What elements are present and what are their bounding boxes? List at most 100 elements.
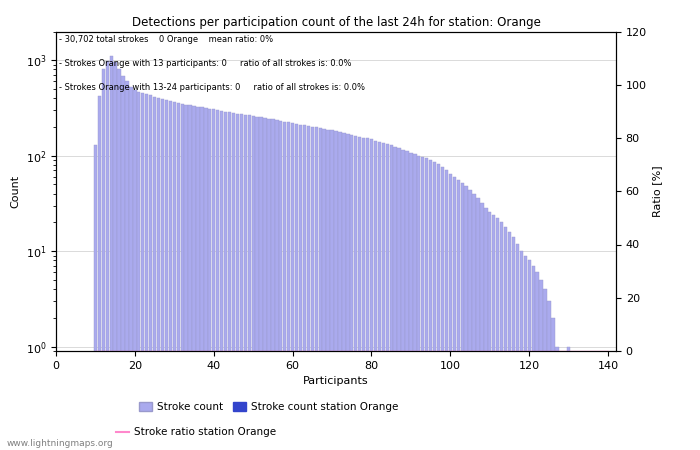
Bar: [519, 251, 523, 450]
Bar: [188, 105, 192, 450]
Bar: [354, 136, 358, 450]
Bar: [508, 232, 511, 450]
Bar: [216, 110, 219, 450]
Bar: [512, 237, 515, 450]
Bar: [239, 114, 243, 450]
Bar: [389, 145, 393, 450]
Bar: [429, 160, 433, 450]
Bar: [433, 162, 436, 450]
Bar: [326, 130, 330, 450]
Bar: [307, 126, 310, 450]
Bar: [208, 109, 211, 450]
Bar: [193, 106, 196, 450]
Bar: [465, 186, 468, 450]
Bar: [283, 122, 286, 450]
Bar: [295, 124, 298, 450]
Bar: [287, 122, 290, 450]
Bar: [476, 198, 480, 450]
Bar: [106, 61, 109, 450]
Bar: [220, 111, 223, 450]
Bar: [543, 289, 547, 450]
Bar: [228, 112, 231, 450]
Bar: [370, 140, 373, 450]
Bar: [118, 69, 121, 450]
Bar: [164, 100, 168, 450]
Bar: [314, 127, 318, 450]
Bar: [291, 123, 294, 450]
Bar: [133, 90, 136, 450]
Y-axis label: Count: Count: [10, 175, 20, 208]
Bar: [173, 102, 176, 450]
Bar: [113, 63, 117, 450]
Bar: [555, 346, 559, 450]
Bar: [393, 147, 397, 450]
Bar: [398, 148, 401, 450]
Bar: [410, 153, 412, 450]
Bar: [536, 272, 539, 450]
Bar: [263, 118, 267, 450]
Bar: [181, 104, 184, 450]
Bar: [260, 117, 262, 450]
Bar: [468, 190, 472, 450]
Bar: [382, 143, 385, 450]
Bar: [401, 149, 405, 450]
Text: www.lightningmaps.org: www.lightningmaps.org: [7, 439, 113, 448]
Bar: [417, 156, 421, 450]
Bar: [196, 107, 200, 450]
Bar: [547, 301, 551, 450]
Bar: [145, 94, 148, 450]
Bar: [137, 91, 141, 450]
Bar: [456, 180, 460, 450]
Bar: [484, 208, 487, 450]
Bar: [441, 167, 444, 450]
Bar: [224, 112, 228, 450]
Bar: [421, 157, 424, 450]
Bar: [330, 130, 334, 450]
Bar: [185, 105, 188, 450]
Bar: [449, 174, 452, 450]
Bar: [102, 69, 105, 450]
Bar: [378, 142, 381, 450]
Bar: [425, 158, 428, 450]
Bar: [504, 227, 508, 450]
Bar: [303, 126, 306, 450]
Bar: [528, 261, 531, 450]
Bar: [500, 222, 503, 450]
Bar: [488, 212, 491, 450]
Bar: [405, 151, 409, 450]
Title: Detections per participation count of the last 24h for station: Orange: Detections per participation count of th…: [132, 16, 540, 29]
Text: - Strokes Orange with 13 participants: 0     ratio of all strokes is: 0.0%: - Strokes Orange with 13 participants: 0…: [59, 58, 351, 68]
Bar: [98, 96, 101, 450]
Text: - Strokes Orange with 13-24 participants: 0     ratio of all strokes is: 0.0%: - Strokes Orange with 13-24 participants…: [59, 83, 365, 92]
Bar: [453, 177, 456, 450]
Bar: [256, 117, 259, 450]
Legend: Stroke ratio station Orange: Stroke ratio station Orange: [112, 423, 280, 441]
Bar: [130, 86, 132, 450]
Bar: [496, 219, 499, 450]
Bar: [540, 280, 542, 450]
Bar: [366, 138, 369, 450]
Bar: [346, 134, 349, 450]
Bar: [200, 108, 204, 450]
Bar: [567, 346, 570, 450]
Bar: [335, 131, 337, 450]
Bar: [153, 97, 156, 450]
Bar: [251, 116, 255, 450]
Bar: [444, 171, 448, 450]
Bar: [492, 215, 496, 450]
Bar: [516, 243, 519, 450]
Bar: [121, 76, 125, 450]
Bar: [212, 109, 216, 450]
Bar: [473, 194, 476, 450]
Bar: [362, 138, 365, 450]
Bar: [236, 114, 239, 450]
Bar: [531, 266, 535, 450]
Bar: [386, 144, 389, 450]
Bar: [318, 128, 322, 450]
Bar: [149, 95, 153, 450]
Bar: [480, 203, 484, 450]
Bar: [299, 125, 302, 450]
X-axis label: Participants: Participants: [303, 376, 369, 386]
Bar: [169, 101, 172, 450]
Text: - 30,702 total strokes    0 Orange    mean ratio: 0%: - 30,702 total strokes 0 Orange mean rat…: [59, 35, 273, 44]
